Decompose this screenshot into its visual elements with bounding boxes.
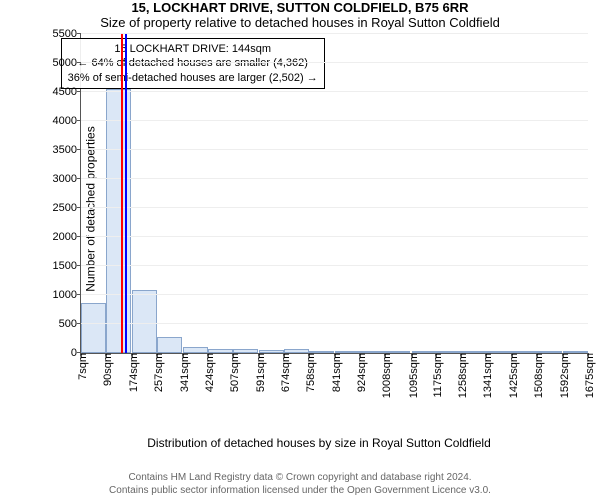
page-subtitle: Size of property relative to detached ho…: [0, 15, 600, 30]
gridline: [81, 33, 588, 34]
annotation-line-1: 15 LOCKHART DRIVE: 144sqm: [68, 42, 318, 56]
gridline: [81, 236, 588, 237]
x-tick-label: 1175sqm: [428, 353, 444, 397]
x-tick-label: 507sqm: [225, 353, 241, 392]
annotation-line-3: 36% of semi-detached houses are larger (…: [68, 71, 318, 85]
x-tick-label: 1008sqm: [377, 353, 393, 398]
y-tick-label: 2000: [53, 231, 81, 243]
x-tick-label: 1675sqm: [580, 353, 596, 398]
x-tick-label: 924sqm: [352, 353, 368, 392]
page-title: 15, LOCKHART DRIVE, SUTTON COLDFIELD, B7…: [0, 0, 600, 15]
y-tick-label: 5000: [53, 57, 81, 69]
x-tick-label: 1095sqm: [404, 353, 420, 398]
histogram-bar: [106, 89, 131, 353]
footer: Contains HM Land Registry data © Crown c…: [0, 472, 600, 497]
gridline: [81, 178, 588, 179]
gridline: [81, 120, 588, 121]
y-tick-label: 1000: [53, 289, 81, 301]
annotation-box: 15 LOCKHART DRIVE: 144sqm ← 64% of detac…: [61, 38, 325, 89]
y-tick-label: 500: [59, 318, 81, 330]
y-tick-label: 1500: [53, 260, 81, 272]
y-tick-label: 3500: [53, 144, 81, 156]
x-tick-label: 1508sqm: [529, 353, 545, 398]
x-tick-label: 591sqm: [251, 353, 267, 392]
x-tick-label: 7sqm: [73, 353, 89, 380]
x-tick-label: 674sqm: [276, 353, 292, 392]
histogram-bar: [132, 290, 157, 353]
x-tick-label: 1425sqm: [504, 353, 520, 398]
x-tick-label: 841sqm: [327, 353, 343, 392]
x-tick-label: 758sqm: [301, 353, 317, 392]
plot-area: 15 LOCKHART DRIVE: 144sqm ← 64% of detac…: [80, 34, 588, 354]
x-tick-label: 257sqm: [149, 353, 165, 392]
histogram-bar: [81, 303, 106, 353]
y-tick-label: 5500: [53, 28, 81, 40]
gridline: [81, 62, 588, 63]
x-tick-label: 1592sqm: [555, 353, 571, 398]
x-tick-label: 174sqm: [124, 353, 140, 392]
y-tick-label: 2500: [53, 202, 81, 214]
x-tick-label: 424sqm: [200, 353, 216, 392]
annotation-line-2: ← 64% of detached houses are smaller (4,…: [68, 56, 318, 70]
gridline: [81, 323, 588, 324]
x-axis-label: Distribution of detached houses by size …: [50, 436, 588, 450]
histogram-bar: [157, 337, 182, 353]
footer-line-2: Contains public sector information licen…: [0, 485, 600, 498]
y-tick-label: 4000: [53, 115, 81, 127]
gridline: [81, 265, 588, 266]
gridline: [81, 91, 588, 92]
x-tick-label: 90sqm: [98, 353, 114, 386]
gridline: [81, 207, 588, 208]
x-tick-label: 1341sqm: [478, 353, 494, 398]
histogram-chart: Number of detached properties 15 LOCKHAR…: [50, 34, 588, 384]
x-tick-label: 1258sqm: [453, 353, 469, 398]
gridline: [81, 294, 588, 295]
gridline: [81, 149, 588, 150]
x-tick-label: 341sqm: [175, 353, 191, 392]
marker-line-left: [121, 34, 123, 353]
footer-line-1: Contains HM Land Registry data © Crown c…: [0, 472, 600, 485]
y-tick-label: 3000: [53, 173, 81, 185]
y-tick-label: 4500: [53, 86, 81, 98]
marker-line-right: [125, 34, 127, 353]
